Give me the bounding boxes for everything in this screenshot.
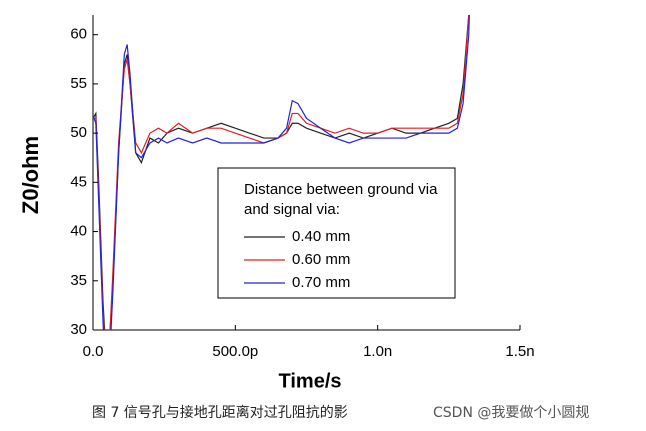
y-tick-label: 30 — [70, 321, 87, 338]
series-line — [93, 15, 470, 330]
legend-title: Distance between ground via and signal v… — [244, 181, 438, 218]
y-tick-label: 35 — [70, 272, 87, 289]
legend-box — [217, 167, 456, 299]
x-tick-label: 500.0p — [212, 343, 258, 360]
x-tick-label: 1.5n — [505, 343, 534, 360]
y-tick-label: 45 — [70, 173, 87, 190]
legend-label: 0.60 mm — [292, 251, 350, 268]
y-tick-label: 40 — [70, 223, 87, 240]
y-tick-label: 60 — [70, 26, 87, 43]
y-tick-label: 50 — [70, 124, 87, 141]
legend-label: 0.70 mm — [292, 274, 350, 291]
legend-label: 0.40 mm — [292, 228, 350, 245]
x-tick-label: 1.0n — [363, 343, 392, 360]
y-axis-title: Z0/ohm — [18, 136, 43, 214]
y-tick-label: 55 — [70, 75, 87, 92]
x-tick-label: 0.0 — [83, 343, 104, 360]
caption: 图 7 信号孔与接地孔距离对过孔阻抗的影 — [92, 405, 348, 421]
x-axis-title: Time/s — [279, 370, 342, 392]
watermark: CSDN @我要做个小圆规 — [433, 405, 590, 421]
plot-lines — [93, 15, 470, 330]
